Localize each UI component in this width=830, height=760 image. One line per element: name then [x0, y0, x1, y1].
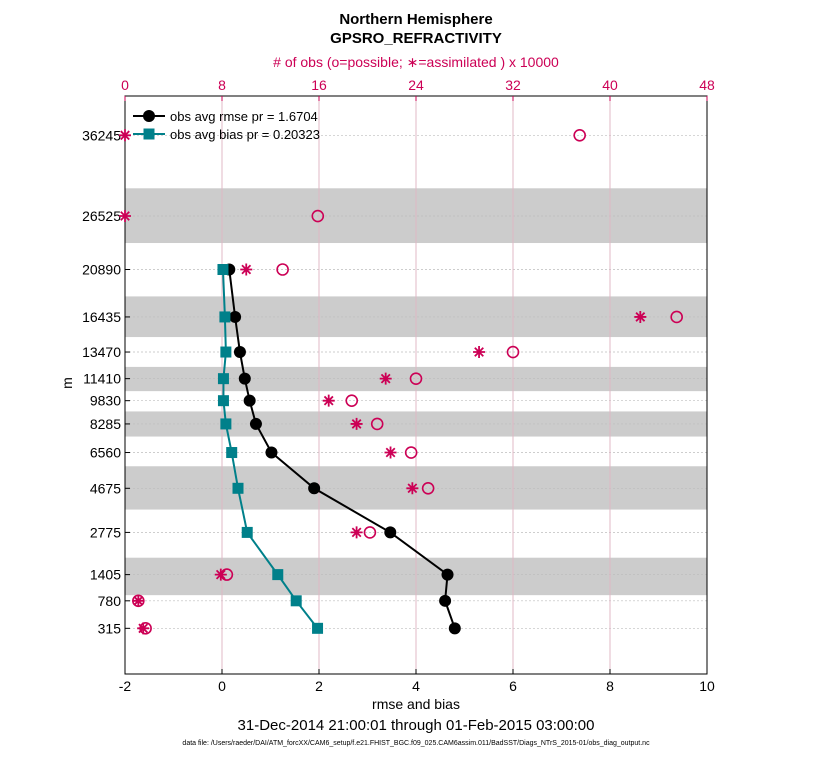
obs-assimilated-marker [379, 372, 392, 385]
obs-possible-marker [345, 394, 359, 407]
rmse-point [243, 394, 256, 407]
top-tick-label: 24 [408, 77, 424, 93]
x-axis-label: rmse and bias [372, 696, 460, 712]
bias-point [241, 526, 253, 538]
x-tick-label: 6 [509, 678, 517, 694]
y-tick-label: 315 [98, 620, 122, 636]
y-tick-label: 2775 [90, 524, 121, 540]
obs-assimilated-marker [214, 568, 227, 581]
date-range: 31-Dec-2014 21:00:01 through 01-Feb-2015… [238, 717, 595, 734]
rmse-point [308, 482, 321, 495]
y-axis-label: m [59, 377, 75, 389]
obs-possible-marker [409, 372, 423, 385]
x-tick-label: 0 [218, 678, 226, 694]
y-tick-label: 13470 [82, 344, 121, 360]
bias-point [220, 418, 232, 430]
x-tick-label: -2 [119, 678, 132, 694]
bias-point [312, 622, 324, 634]
rmse-point [249, 417, 262, 430]
y-tick-label: 1405 [90, 567, 121, 583]
obs-assimilated-marker [406, 482, 419, 495]
legend-rmse-label: obs avg rmse pr = 1.6704 [170, 109, 318, 124]
legend-rmse-marker [143, 110, 155, 122]
top-axis-label: # of obs (o=possible; ∗=assimilated ) x … [273, 54, 559, 70]
rmse-point [384, 526, 397, 539]
bias-point [220, 346, 232, 358]
y-axis-ticks: 36245 26525 20890 16435 13470 11410 9830 8285 65… [82, 127, 130, 636]
bias-point [217, 395, 229, 407]
bias-point [217, 264, 229, 276]
obs-assimilated-marker [473, 346, 486, 359]
top-tick-label: 8 [218, 77, 226, 93]
obs-assimilated-marker [384, 446, 397, 459]
bias-point [226, 447, 238, 459]
top-tick-label: 32 [505, 77, 521, 93]
obs-possible-marker [311, 209, 325, 223]
y-tick-label: 4675 [90, 480, 121, 496]
obs-assimilated-marker [132, 594, 145, 607]
top-axis-ticks: 0 8 16 24 32 40 48 [121, 77, 715, 101]
y-tick-label: 8285 [90, 416, 121, 432]
legend-bias-label: obs avg bias pr = 0.20323 [170, 127, 320, 142]
obs-possible-marker [506, 345, 520, 359]
obs-possible-marker [421, 481, 435, 495]
obs-markers [119, 128, 683, 635]
rmse-point [238, 372, 251, 385]
bias-point [232, 482, 244, 494]
y-tick-label: 16435 [82, 309, 121, 325]
obs-assimilated-marker [634, 310, 647, 323]
obs-assimilated-marker [322, 394, 335, 407]
obs-possible-marker [370, 417, 384, 431]
data-file-path: data file: /Users/raeder/DAI/ATM_forcXX/… [182, 740, 650, 747]
obs-assimilated-marker [350, 526, 363, 539]
chart-subtitle: GPSRO_REFRACTIVITY [330, 30, 502, 47]
chart-title: Northern Hemisphere [339, 11, 492, 28]
y-tick-label: 20890 [82, 262, 121, 278]
y-tick-label: 26525 [82, 208, 121, 224]
y-tick-label: 9830 [90, 393, 121, 409]
bias-point [272, 569, 284, 581]
y-tick-label: 780 [98, 593, 122, 609]
rmse-point [265, 446, 278, 459]
obs-possible-marker [670, 310, 683, 324]
y-tick-label: 11410 [83, 371, 121, 387]
obs-assimilated-marker [137, 622, 150, 635]
top-tick-label: 48 [699, 77, 715, 93]
y-tick-label: 6560 [90, 445, 121, 461]
series-group [217, 263, 461, 635]
rmse-point [233, 346, 246, 359]
x-tick-label: 8 [606, 678, 614, 694]
obs-assimilated-marker [350, 417, 363, 430]
obs-possible-marker [573, 128, 586, 142]
y-tick-label: 36245 [82, 127, 121, 143]
obs-possible-marker [404, 446, 418, 459]
top-tick-label: 0 [121, 77, 129, 93]
obs-assimilated-marker [119, 210, 131, 223]
x-tick-label: 10 [699, 678, 715, 694]
rmse-point [441, 568, 454, 581]
x-tick-label: 4 [412, 678, 420, 694]
obs-assimilated-marker [240, 263, 253, 276]
obs-possible-marker [276, 263, 289, 276]
rmse-point [439, 594, 452, 607]
legend-bias-marker [143, 128, 155, 140]
bias-point [217, 373, 229, 385]
legend: obs avg rmse pr = 1.6704 obs avg bias pr… [133, 109, 320, 142]
x-axis-ticks: -2 0 2 4 6 8 10 [119, 669, 715, 694]
top-tick-label: 40 [602, 77, 618, 93]
obs-possible-marker [363, 526, 377, 539]
x-tick-label: 2 [315, 678, 323, 694]
bias-point [290, 595, 302, 607]
rmse-point [448, 622, 461, 635]
bias-point [219, 311, 231, 323]
rmse-point [229, 310, 242, 323]
obs-assimilated-marker [119, 129, 131, 142]
top-tick-label: 16 [311, 77, 327, 93]
